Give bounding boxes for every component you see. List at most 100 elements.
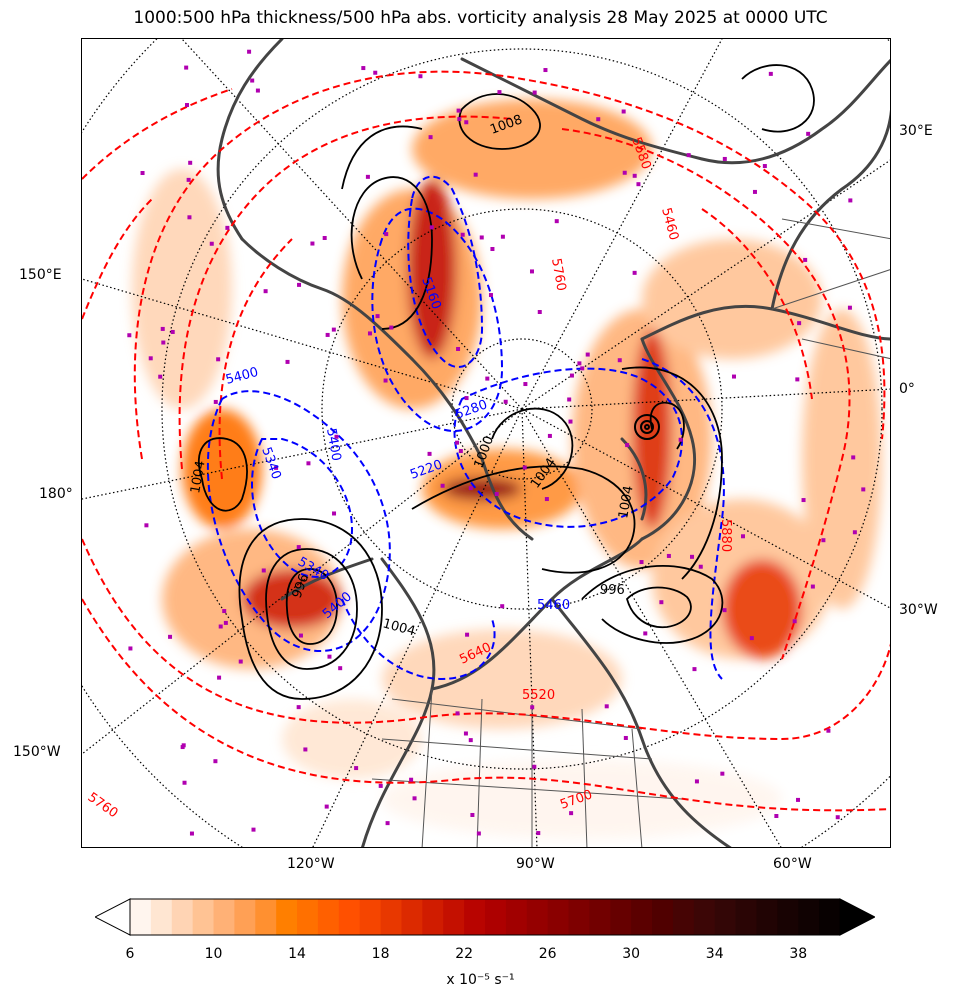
station-marker	[247, 49, 252, 54]
station-marker	[632, 173, 637, 178]
station-marker	[418, 74, 423, 79]
station-marker	[213, 759, 218, 764]
colorbar-cell	[359, 899, 382, 935]
thickness-label-red: 5880	[718, 519, 733, 552]
colorbar-tick-label: 6	[125, 946, 135, 962]
station-marker	[494, 492, 499, 497]
thickness-label-blue: 5340	[258, 445, 283, 481]
station-marker	[213, 399, 218, 404]
station-marker	[567, 397, 572, 402]
station-marker	[209, 241, 214, 246]
station-marker	[306, 461, 311, 466]
station-marker	[792, 619, 797, 624]
colorbar-cell	[589, 899, 611, 935]
station-marker	[774, 814, 779, 819]
thickness-label-blue: 5400	[323, 427, 344, 462]
station-marker	[460, 232, 465, 237]
thickness-cold-contours	[206, 175, 725, 681]
station-marker	[625, 443, 630, 448]
colorbar-cells	[130, 899, 841, 935]
thickness-label-blue: 5280	[453, 397, 489, 422]
station-marker	[851, 455, 856, 460]
pressure-label: 996	[600, 583, 625, 598]
colorbar-cell	[485, 899, 507, 935]
colorbar-cell	[130, 899, 152, 935]
colorbar-cell	[422, 899, 444, 935]
station-marker	[457, 117, 462, 122]
station-marker	[389, 325, 394, 330]
colorbar-cell	[380, 899, 402, 935]
station-marker	[470, 812, 475, 817]
colorbar-cell	[255, 899, 277, 935]
station-marker	[722, 156, 727, 161]
colorbar-cell	[568, 899, 590, 935]
station-marker	[428, 135, 433, 140]
station-marker	[322, 235, 327, 240]
station-marker	[144, 523, 149, 528]
colorbar-cell	[150, 899, 173, 935]
station-marker	[250, 78, 255, 83]
colorbar-cell	[443, 899, 465, 935]
colorbar-tick-label: 18	[371, 946, 390, 962]
station-marker	[694, 779, 699, 784]
station-marker	[222, 609, 227, 614]
station-marker	[752, 189, 757, 194]
station-marker	[187, 215, 192, 220]
station-marker	[127, 333, 132, 338]
colorbar-cell	[631, 899, 653, 935]
station-marker	[218, 624, 223, 629]
station-marker	[188, 160, 193, 165]
station-marker	[490, 247, 495, 252]
station-marker	[378, 783, 383, 788]
station-marker	[622, 170, 627, 175]
colorbar-tick-label: 30	[622, 946, 641, 962]
station-marker	[580, 366, 585, 371]
colorbar-cell	[610, 899, 632, 935]
colorbar-cell	[297, 899, 319, 935]
colorbar	[95, 898, 875, 936]
colorbar-cell	[213, 899, 235, 935]
station-marker	[639, 560, 644, 565]
station-marker	[569, 373, 574, 378]
station-marker	[632, 270, 637, 275]
station-marker	[160, 326, 165, 331]
station-marker	[678, 437, 683, 442]
station-marker	[180, 745, 185, 750]
station-marker	[298, 633, 303, 638]
station-marker	[184, 103, 189, 108]
station-marker	[238, 659, 243, 664]
station-marker	[455, 440, 460, 445]
map-panel[interactable]: 5760 5640 5520 5700 5880 5580 5760 5460 …	[81, 38, 891, 848]
station-marker	[367, 331, 372, 336]
graticule	[82, 39, 890, 847]
station-marker	[835, 815, 840, 820]
station-marker	[325, 332, 330, 337]
station-marker	[324, 804, 329, 809]
mslp-isobars	[197, 64, 815, 700]
station-marker	[251, 827, 256, 832]
station-marker	[532, 90, 537, 95]
station-marker	[604, 704, 609, 709]
station-marker	[801, 498, 806, 503]
station-marker	[479, 235, 484, 240]
station-marker	[861, 487, 866, 492]
station-marker	[659, 600, 664, 605]
station-marker	[427, 451, 432, 456]
colorbar-label: x 10⁻⁵ s⁻¹	[446, 972, 515, 988]
station-marker	[621, 109, 626, 114]
colorbar-cell	[714, 899, 737, 935]
station-marker	[795, 377, 800, 382]
station-marker	[577, 361, 582, 366]
thickness-label-red: 5460	[658, 206, 681, 242]
colorbar-cell	[798, 899, 820, 935]
station-marker	[458, 449, 463, 454]
colorbar-cell	[672, 899, 695, 935]
station-marker	[327, 654, 332, 659]
station-marker	[158, 374, 163, 379]
station-marker	[310, 241, 315, 246]
station-marker	[361, 66, 366, 71]
station-markers	[127, 49, 866, 836]
colorbar-extend-max	[839, 898, 875, 936]
station-marker	[554, 219, 559, 224]
thickness-label-blue: 5400	[224, 365, 260, 388]
